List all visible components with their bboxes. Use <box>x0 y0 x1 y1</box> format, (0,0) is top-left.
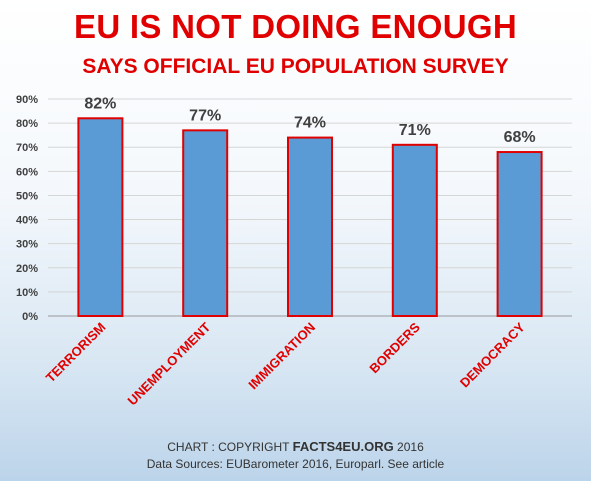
bar <box>287 136 333 317</box>
y-tick-label: 40% <box>16 215 38 227</box>
copyright-site: FACTS4EU.ORG <box>292 439 394 454</box>
data-label: 71% <box>399 122 431 139</box>
y-tick-label: 60% <box>16 166 38 178</box>
y-tick-label: 0% <box>22 311 38 323</box>
bars <box>77 117 543 317</box>
data-label: 82% <box>84 95 116 112</box>
y-tick-label: 50% <box>16 190 38 202</box>
category-label: TERRORISM <box>43 320 109 386</box>
y-tick-label: 80% <box>16 118 38 130</box>
copyright-prefix: CHART : COPYRIGHT <box>167 440 293 454</box>
copyright-line: CHART : COPYRIGHT FACTS4EU.ORG 2016 <box>0 439 591 454</box>
category-label: DEMOCRACY <box>457 319 528 390</box>
y-tick-label: 10% <box>16 287 38 299</box>
data-labels: 82% 77% 74% 71% 68% <box>84 95 535 146</box>
bar <box>391 143 438 317</box>
data-label: 74% <box>294 115 326 132</box>
chart-subtitle: SAYS OFFICIAL EU POPULATION SURVEY <box>82 55 509 78</box>
y-tick-label: 70% <box>16 142 38 154</box>
x-axis-categories: TERRORISM UNEMPLOYMENT IMMIGRATION BORDERS D… <box>43 319 528 408</box>
bar <box>182 129 229 317</box>
bar <box>496 151 543 317</box>
data-label: 68% <box>504 129 536 146</box>
category-label: UNEMPLOYMENT <box>125 319 214 408</box>
y-tick-label: 30% <box>16 239 38 251</box>
data-label: 77% <box>189 107 221 124</box>
bar <box>77 117 124 317</box>
chart-title: EU IS NOT DOING ENOUGH <box>74 8 517 45</box>
y-tick-label: 20% <box>16 263 38 275</box>
y-axis-ticks: 0% 10% 20% 30% 40% 50% 60% 70% 80% 90% <box>16 94 38 323</box>
copyright-year: 2016 <box>393 440 424 454</box>
category-label: IMMIGRATION <box>245 320 318 393</box>
category-label: BORDERS <box>366 319 423 376</box>
data-sources-line: Data Sources: EUBarometer 2016, Europarl… <box>146 457 445 471</box>
y-tick-label: 90% <box>16 94 38 106</box>
